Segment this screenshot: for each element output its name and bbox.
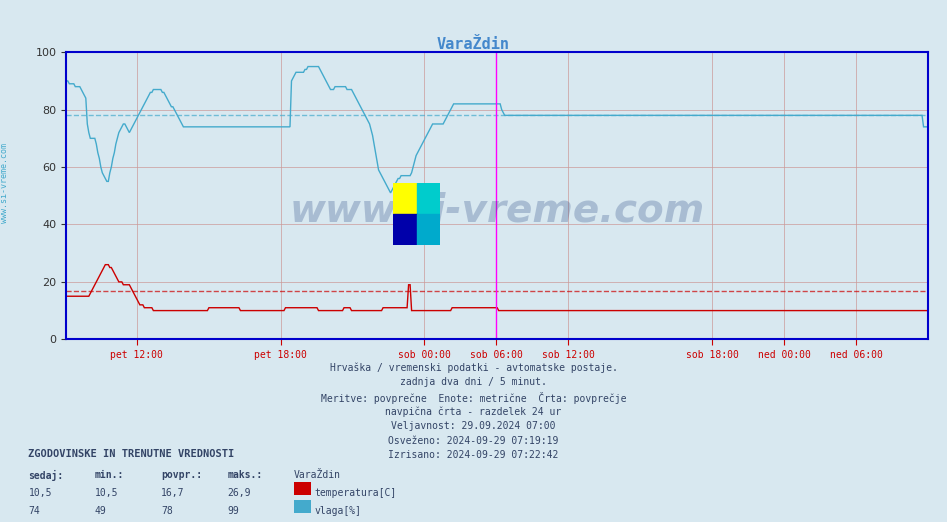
Text: www.si-vreme.com: www.si-vreme.com: [290, 191, 705, 229]
Text: 26,9: 26,9: [227, 488, 251, 498]
Text: Veljavnost: 29.09.2024 07:00: Veljavnost: 29.09.2024 07:00: [391, 421, 556, 431]
Bar: [417, 183, 440, 214]
Text: min.:: min.:: [95, 470, 124, 480]
Bar: [417, 214, 440, 245]
Text: Izrisano: 2024-09-29 07:22:42: Izrisano: 2024-09-29 07:22:42: [388, 450, 559, 460]
Text: sedaj:: sedaj:: [28, 470, 63, 481]
Text: zadnja dva dni / 5 minut.: zadnja dva dni / 5 minut.: [400, 377, 547, 387]
Text: Hrvaška / vremenski podatki - avtomatske postaje.: Hrvaška / vremenski podatki - avtomatske…: [330, 363, 617, 373]
Text: 74: 74: [28, 506, 40, 516]
Text: temperatura[C]: temperatura[C]: [314, 488, 397, 498]
Text: 10,5: 10,5: [28, 488, 52, 498]
Text: VaraŽdin: VaraŽdin: [437, 37, 510, 52]
Text: maks.:: maks.:: [227, 470, 262, 480]
Text: 49: 49: [95, 506, 106, 516]
Bar: [393, 183, 417, 214]
Text: VaraŽdin: VaraŽdin: [294, 470, 341, 480]
Text: 16,7: 16,7: [161, 488, 185, 498]
Text: Meritve: povprečne  Enote: metrične  Črta: povprečje: Meritve: povprečne Enote: metrične Črta:…: [321, 392, 626, 404]
Text: Osveženo: 2024-09-29 07:19:19: Osveženo: 2024-09-29 07:19:19: [388, 436, 559, 446]
Text: www.si-vreme.com: www.si-vreme.com: [0, 143, 9, 223]
Bar: [393, 214, 417, 245]
Text: ZGODOVINSKE IN TRENUTNE VREDNOSTI: ZGODOVINSKE IN TRENUTNE VREDNOSTI: [28, 449, 235, 459]
Text: vlaga[%]: vlaga[%]: [314, 506, 362, 516]
Text: 99: 99: [227, 506, 239, 516]
Text: navpična črta - razdelek 24 ur: navpična črta - razdelek 24 ur: [385, 407, 562, 417]
Text: povpr.:: povpr.:: [161, 470, 202, 480]
Text: 10,5: 10,5: [95, 488, 118, 498]
Text: 78: 78: [161, 506, 172, 516]
